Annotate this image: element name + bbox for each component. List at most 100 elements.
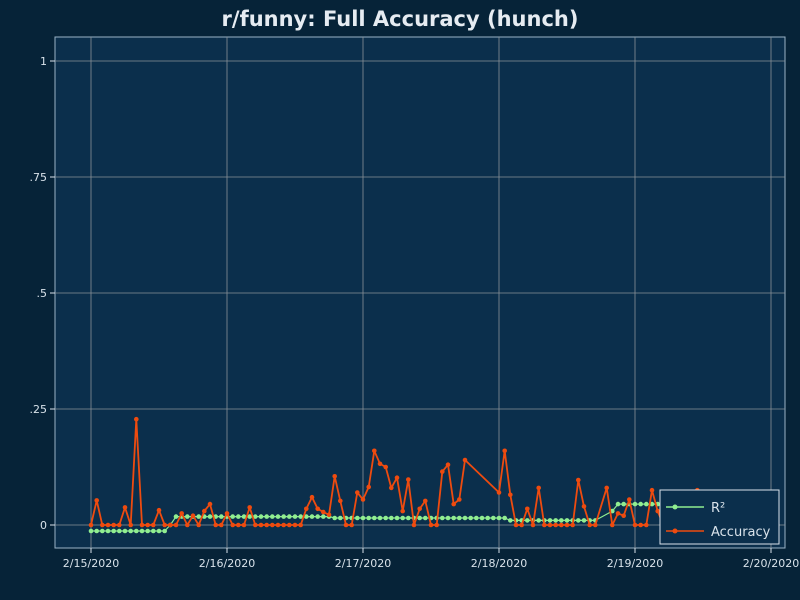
legend-label-accuracy: Accuracy	[711, 525, 771, 540]
data-point-accuracy	[275, 522, 281, 528]
data-point-accuracy	[105, 522, 111, 528]
data-point-accuracy	[281, 522, 287, 528]
data-point-r2	[445, 515, 451, 521]
data-point-accuracy	[576, 477, 581, 483]
data-point-accuracy	[434, 522, 440, 528]
data-point-r2	[230, 514, 235, 519]
data-point-accuracy	[400, 508, 406, 514]
data-point-r2	[576, 518, 581, 523]
data-point-r2	[122, 528, 128, 534]
x-tick-label: 2/17/2020	[335, 557, 391, 570]
data-point-r2	[111, 528, 116, 534]
data-point-r2	[151, 528, 156, 534]
data-point-accuracy	[156, 507, 162, 513]
data-point-r2	[485, 515, 491, 521]
data-point-r2	[389, 515, 394, 521]
data-point-r2	[134, 528, 139, 534]
data-point-r2	[536, 518, 541, 523]
data-point-r2	[621, 501, 626, 507]
data-point-r2	[281, 514, 287, 519]
data-point-r2	[547, 518, 553, 523]
data-point-accuracy	[315, 506, 321, 512]
data-point-r2	[292, 514, 298, 519]
data-point-accuracy	[638, 522, 643, 528]
data-point-accuracy	[264, 522, 270, 528]
y-tick-label: 0	[40, 519, 47, 532]
data-point-accuracy	[173, 522, 179, 528]
data-point-r2	[247, 514, 252, 519]
y-axis: 0 .25 .5 .75 1	[30, 55, 55, 532]
data-point-accuracy	[207, 501, 213, 507]
data-point-accuracy	[553, 522, 558, 528]
data-point-r2	[383, 515, 389, 521]
data-point-accuracy	[536, 485, 541, 491]
data-point-r2	[502, 515, 508, 521]
data-point-r2	[264, 514, 270, 519]
data-point-r2	[241, 514, 247, 519]
data-point-accuracy	[508, 492, 513, 498]
data-point-accuracy	[383, 464, 389, 470]
data-point-r2	[219, 514, 224, 519]
data-point-r2	[451, 515, 457, 521]
data-point-accuracy	[655, 508, 660, 514]
data-point-accuracy	[309, 494, 315, 500]
data-point-accuracy	[304, 506, 309, 512]
data-point-r2	[372, 515, 377, 521]
data-point-accuracy	[366, 484, 372, 490]
x-tick-label: 2/20/2020	[743, 557, 799, 570]
data-point-r2	[394, 515, 400, 521]
data-point-accuracy	[649, 487, 655, 493]
data-point-accuracy	[428, 522, 434, 528]
data-point-accuracy	[241, 522, 247, 528]
data-point-r2	[491, 515, 496, 521]
data-point-accuracy	[213, 522, 218, 528]
data-point-accuracy	[88, 522, 94, 528]
data-point-r2	[196, 514, 201, 519]
data-point-r2	[275, 514, 281, 519]
data-point-accuracy	[190, 513, 196, 518]
data-point-accuracy	[394, 475, 400, 481]
data-point-accuracy	[236, 522, 241, 528]
y-tick-label: .75	[30, 171, 48, 184]
data-point-r2	[479, 515, 485, 521]
data-point-r2	[406, 515, 411, 521]
data-point-accuracy	[604, 485, 609, 491]
data-point-r2	[139, 528, 145, 534]
data-point-r2	[474, 515, 479, 521]
data-point-r2	[366, 515, 372, 521]
plot-area	[54, 36, 786, 549]
legend-marker-r2	[672, 504, 678, 510]
data-point-r2	[253, 514, 258, 519]
data-point-r2	[417, 515, 423, 521]
data-point-accuracy	[451, 501, 457, 507]
legend: R² Accuracy	[659, 489, 780, 545]
data-point-accuracy	[593, 522, 598, 528]
data-point-accuracy	[627, 497, 632, 502]
data-point-r2	[553, 518, 558, 523]
data-point-accuracy	[134, 416, 139, 422]
data-point-accuracy	[610, 522, 615, 528]
data-point-accuracy	[94, 498, 99, 503]
data-point-accuracy	[168, 522, 173, 528]
data-point-accuracy	[519, 522, 524, 528]
data-point-accuracy	[139, 522, 145, 528]
data-point-accuracy	[145, 522, 150, 528]
data-point-r2	[644, 501, 649, 507]
data-point-accuracy	[525, 506, 530, 512]
data-point-r2	[258, 514, 264, 519]
data-point-accuracy	[349, 522, 355, 528]
data-point-r2	[287, 514, 292, 519]
data-point-r2	[360, 515, 366, 521]
data-point-r2	[581, 518, 587, 523]
data-point-r2	[508, 518, 513, 523]
data-point-r2	[304, 514, 309, 519]
data-point-accuracy	[202, 508, 207, 514]
data-point-accuracy	[462, 457, 468, 463]
legend-label-r2: R²	[711, 501, 725, 516]
data-point-accuracy	[179, 511, 184, 516]
x-tick-label: 2/18/2020	[471, 557, 527, 570]
data-point-accuracy	[343, 522, 349, 528]
data-point-accuracy	[440, 469, 445, 474]
data-point-r2	[94, 528, 99, 534]
data-point-accuracy	[513, 522, 519, 528]
